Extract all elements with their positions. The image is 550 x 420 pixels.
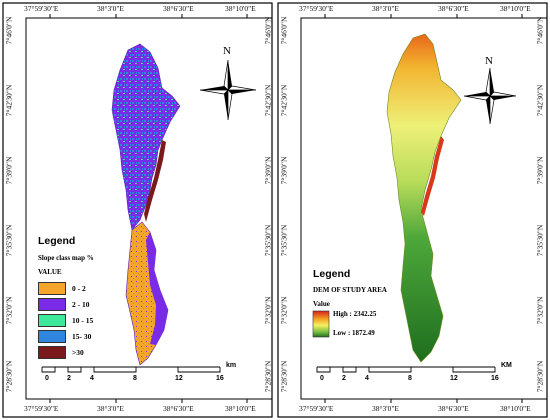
right-tick-5: 7°32'0"N [535, 296, 545, 325]
legend-item-label: 10 - 15 [72, 316, 94, 325]
left-tick-6: 7°28'30"N [4, 360, 14, 393]
scale-label-2: 2 [342, 375, 346, 382]
scale-label-8: 8 [408, 375, 412, 382]
north-label: N [223, 45, 231, 57]
right-tick-6: 7°28'30"N [263, 360, 273, 393]
bottom-tick-4: 38°10'0"E [225, 404, 256, 413]
scale-label-8: 8 [133, 375, 137, 382]
top-tick-3: 38°6'30"E [163, 4, 194, 13]
dem-map-watershed [386, 33, 462, 363]
bottom-tick-2: 38°3'0"E [372, 404, 399, 413]
legend-title: Legend [38, 235, 76, 247]
legend-item-2-10: 2 - 10 [38, 298, 90, 311]
scale-unit: km [226, 362, 237, 369]
slope-map-watershed-upper [111, 43, 181, 231]
right-tick-3: 7°39'0"N [535, 156, 545, 185]
scale-label-4: 4 [365, 375, 369, 382]
scale-label-16: 16 [491, 375, 499, 382]
legend-subtitle: Slope class map % [38, 254, 94, 262]
bottom-tick-3: 38°6'30"E [438, 404, 469, 413]
scale-label-0: 0 [320, 375, 324, 382]
top-tick-2: 38°3'0"E [372, 4, 399, 13]
legend-low-value: Low : 1872.49 [333, 329, 375, 337]
left-tick-6: 7°28'30"N [279, 360, 289, 393]
right-tick-4: 7°35'30"N [535, 224, 545, 257]
dem-map-river-channel [421, 136, 444, 216]
top-tick-4: 38°10'0"E [500, 4, 531, 13]
scale-label-0: 0 [45, 375, 49, 382]
legend-swatch [38, 298, 66, 311]
right-tick-3: 7°39'0"N [263, 156, 273, 185]
legend-item-10-15: 10 - 15 [38, 314, 93, 327]
top-tick-1: 37°59'30"E [299, 4, 334, 13]
legend-item-0-2: 0 - 2 [38, 282, 86, 295]
left-tick-4: 7°35'30"N [4, 224, 14, 257]
legend-high-value: High : 2342.25 [333, 310, 377, 318]
slope-map-panel: 37°59'30"E 38°3'0"E 38°6'30"E 38°10'0"E … [2, 2, 273, 418]
dem-map-panel: 37°59'30"E 38°3'0"E 38°6'30"E 38°10'0"E … [275, 0, 550, 420]
legend-item-label: >30 [72, 348, 84, 357]
legend-title: Legend [313, 268, 351, 280]
legend-item-label: 0 - 2 [72, 284, 86, 293]
legend-swatch [38, 346, 66, 359]
top-tick-4: 38°10'0"E [225, 4, 256, 13]
slope-map-river-channel [144, 140, 166, 222]
left-tick-3: 7°39'0"N [279, 156, 289, 185]
legend-item-label: 2 - 10 [72, 300, 90, 309]
left-tick-5: 7°32'0"N [279, 296, 289, 325]
scale-label-12: 12 [450, 375, 458, 382]
bottom-tick-1: 37°59'30"E [24, 404, 59, 413]
left-tick-4: 7°35'30"N [279, 224, 289, 257]
bottom-tick-1: 37°59'30"E [299, 404, 334, 413]
left-tick-3: 7°39'0"N [4, 156, 14, 185]
north-label: N [485, 55, 493, 67]
left-tick-1: 7°46'0"N [4, 16, 14, 45]
scale-label-16: 16 [216, 375, 224, 382]
legend-item-15-30: 15- 30 [38, 330, 91, 343]
legend-subtitle: DEM OF STUDY AREA [313, 286, 387, 294]
legend-value-label: VALUE [38, 268, 62, 276]
slope-map-steep-edge [146, 232, 168, 345]
right-tick-2: 7°42'30"N [535, 84, 545, 117]
bottom-tick-2: 38°3'0"E [97, 404, 124, 413]
right-tick-1: 7°46'0"N [535, 16, 545, 45]
slope-map-frame [2, 2, 273, 418]
bottom-tick-3: 38°6'30"E [163, 404, 194, 413]
top-tick-3: 38°6'30"E [438, 4, 469, 13]
right-tick-5: 7°32'0"N [263, 296, 273, 325]
right-tick-2: 7°42'30"N [263, 84, 273, 117]
left-tick-5: 7°32'0"N [4, 296, 14, 325]
dem-legend-ramp [312, 310, 330, 338]
scale-unit: KM [501, 362, 512, 369]
legend-swatch [38, 282, 66, 295]
dem-map-frame [277, 2, 548, 418]
legend-swatch [38, 330, 66, 343]
scale-label-2: 2 [67, 375, 71, 382]
legend-value-label: Value [313, 300, 330, 308]
top-tick-2: 38°3'0"E [97, 4, 124, 13]
legend-item-gt30: >30 [38, 346, 84, 359]
bottom-tick-4: 38°10'0"E [500, 404, 531, 413]
left-tick-1: 7°46'0"N [279, 16, 289, 45]
left-tick-2: 7°42'30"N [279, 84, 289, 117]
legend-item-label: 15- 30 [72, 332, 92, 341]
scale-label-12: 12 [175, 375, 183, 382]
right-tick-6: 7°28'30"N [535, 360, 545, 393]
right-tick-4: 7°35'30"N [263, 224, 273, 257]
scale-label-4: 4 [90, 375, 94, 382]
top-tick-1: 37°59'30"E [24, 4, 59, 13]
left-tick-2: 7°42'30"N [4, 84, 14, 117]
legend-swatch [38, 314, 66, 327]
right-tick-1: 7°46'0"N [263, 16, 273, 45]
